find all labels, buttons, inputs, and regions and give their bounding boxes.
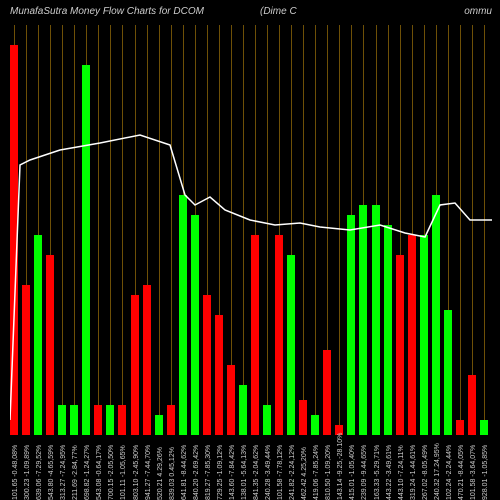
volume-bar bbox=[251, 235, 259, 435]
grid-line bbox=[339, 25, 340, 435]
x-label: 101.58 -7.78,12% bbox=[277, 440, 284, 500]
x-label: 241.82 -2.24,12% bbox=[289, 440, 296, 500]
x-label: 470.21 -8.44,05% bbox=[458, 440, 465, 500]
grid-line bbox=[472, 25, 473, 435]
volume-bar bbox=[420, 235, 428, 435]
volume-bar bbox=[287, 255, 295, 435]
x-label: 543.08 -0.64,17% bbox=[96, 440, 103, 500]
x-label: 641.81 -8.44,62% bbox=[181, 440, 188, 500]
x-label: 698.82 -1.24,27% bbox=[84, 440, 91, 500]
x-label: 928.01 -1.05,85% bbox=[482, 440, 489, 500]
x-label: 143.14 -9.25,-28.10% bbox=[337, 440, 344, 500]
volume-bar bbox=[155, 415, 163, 435]
x-label: 639.06 -7.29,52% bbox=[36, 440, 43, 500]
x-label: 840.20 -2.69,42% bbox=[193, 440, 200, 500]
grid-line bbox=[243, 25, 244, 435]
x-label: 819.27 -7.85,30% bbox=[205, 440, 212, 500]
volume-bar bbox=[468, 375, 476, 435]
x-label: 319.24 -1.44,61% bbox=[410, 440, 417, 500]
x-label: 239.09 -9.44,65% bbox=[361, 440, 368, 500]
x-label: 300.23 -1.09,89% bbox=[24, 440, 31, 500]
grid-line bbox=[62, 25, 63, 435]
money-flow-chart bbox=[10, 25, 492, 435]
x-label: 143.60 -7.84,42% bbox=[229, 440, 236, 500]
volume-bar bbox=[167, 405, 175, 435]
volume-bar bbox=[118, 405, 126, 435]
volume-bar bbox=[275, 235, 283, 435]
x-label: 163.33 -5.29,71% bbox=[374, 440, 381, 500]
x-label: 138.01 -5.64,13% bbox=[241, 440, 248, 500]
x-label: 462.42 4.25,20% bbox=[301, 440, 308, 500]
volume-bar bbox=[143, 285, 151, 435]
volume-bar bbox=[384, 225, 392, 435]
volume-bar bbox=[70, 405, 78, 435]
volume-bar bbox=[480, 420, 488, 435]
volume-bar bbox=[263, 405, 271, 435]
x-axis-labels: 101.65 -0.48,08% 300.23 -1.09,89% 639.06 -… bbox=[10, 435, 492, 500]
grid-line bbox=[159, 25, 160, 435]
volume-bar bbox=[444, 310, 452, 435]
grid-line bbox=[267, 25, 268, 435]
volume-bar bbox=[347, 215, 355, 435]
x-label: 102.24 -2.24,44% bbox=[446, 440, 453, 500]
x-label: 543.80 -4.65,59% bbox=[48, 440, 55, 500]
volume-bar bbox=[311, 415, 319, 435]
x-label: 101.65 -0.48,08% bbox=[12, 440, 19, 500]
x-label: 267.02 -8.05,49% bbox=[422, 440, 429, 500]
x-label: 101.11 -1.05,65% bbox=[120, 440, 127, 500]
volume-bar bbox=[191, 215, 199, 435]
volume-bar bbox=[432, 195, 440, 435]
volume-bar bbox=[203, 295, 211, 435]
chart-title-left: MunafaSutra Money Flow Charts for DCOM bbox=[10, 6, 204, 17]
volume-bar bbox=[82, 65, 90, 435]
volume-bar bbox=[94, 405, 102, 435]
x-label: 803.10 -2.45,90% bbox=[133, 440, 140, 500]
volume-bar bbox=[408, 235, 416, 435]
grid-line bbox=[315, 25, 316, 435]
volume-bar bbox=[179, 195, 187, 435]
x-label: 810.50 -1.09,20% bbox=[325, 440, 332, 500]
volume-bar bbox=[299, 400, 307, 435]
x-label: 839.03 0.45,12% bbox=[169, 440, 176, 500]
grid-line bbox=[303, 25, 304, 435]
x-label: 443.22 -3.49,61% bbox=[386, 440, 393, 500]
x-label: 520.21 4.29,26% bbox=[157, 440, 164, 500]
x-label: 841.35 -2.04,62% bbox=[253, 440, 260, 500]
volume-bar bbox=[10, 45, 18, 435]
volume-bar bbox=[456, 420, 464, 435]
x-label: 240.32 17.24,95% bbox=[434, 440, 441, 500]
chart-title-right: ommu bbox=[464, 6, 492, 17]
x-label: 419.06 -7.85,24% bbox=[313, 440, 320, 500]
chart-title-mid: (Dime C bbox=[260, 6, 297, 17]
volume-bar bbox=[396, 255, 404, 435]
volume-bar bbox=[372, 205, 380, 435]
grid-line bbox=[484, 25, 485, 435]
grid-line bbox=[98, 25, 99, 435]
volume-bar bbox=[106, 405, 114, 435]
volume-bar bbox=[131, 295, 139, 435]
grid-line bbox=[171, 25, 172, 435]
volume-bar bbox=[227, 365, 235, 435]
grid-line bbox=[74, 25, 75, 435]
volume-bar bbox=[34, 235, 42, 435]
grid-line bbox=[122, 25, 123, 435]
volume-bar bbox=[58, 405, 66, 435]
x-label: 941.27 -7.44,70% bbox=[145, 440, 152, 500]
x-label: 729.25 -1.09,12% bbox=[217, 440, 224, 500]
volume-bar bbox=[239, 385, 247, 435]
x-label: 700.15 -2.05,50% bbox=[108, 440, 115, 500]
x-label: 101.58 -3.64,07% bbox=[470, 440, 477, 500]
x-label: 443.10 -7.24,11% bbox=[398, 440, 405, 500]
grid-line bbox=[460, 25, 461, 435]
volume-bar bbox=[22, 285, 30, 435]
x-label: 240.28 -3.49,44% bbox=[265, 440, 272, 500]
x-label: 211.69 -2.84,77% bbox=[72, 440, 79, 500]
x-label: 313.27 -7.24,95% bbox=[60, 440, 67, 500]
grid-line bbox=[110, 25, 111, 435]
volume-bar bbox=[323, 350, 331, 435]
volume-bar bbox=[215, 315, 223, 435]
volume-bar bbox=[359, 205, 367, 435]
volume-bar bbox=[46, 255, 54, 435]
x-label: 415.01 -1.05,40% bbox=[349, 440, 356, 500]
